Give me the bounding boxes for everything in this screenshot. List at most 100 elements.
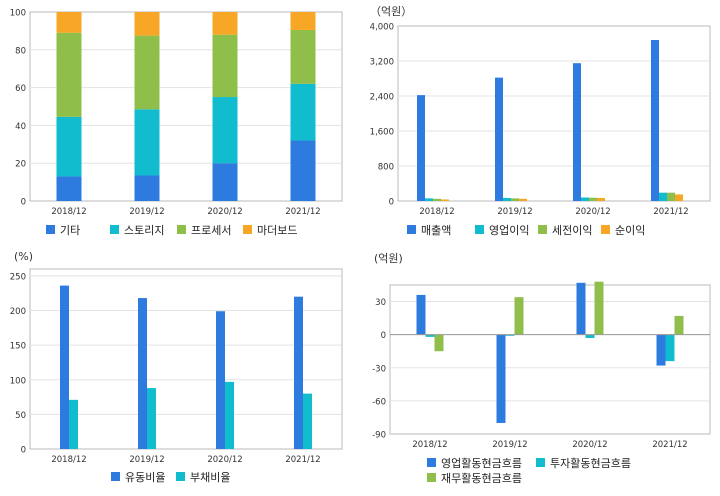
chart1-ytick-label: 80 [15, 46, 26, 56]
chart3-bar [69, 399, 78, 449]
chart1-legend-label: 마더보드 [257, 224, 297, 237]
chart4-ytick-label: 30 [375, 298, 386, 308]
chart2-ytick-label: 4,000 [370, 23, 394, 33]
chart2: 0 800 1,600 2,400 3,200 4,000 2018/12 2019/12 20… [370, 23, 711, 237]
chart4-bar [674, 315, 684, 335]
chart1-xtick-label: 2019/12 [129, 207, 164, 217]
chart4-bar [505, 334, 515, 336]
chart2-bar [597, 197, 605, 201]
chart1-legend-swatch [177, 225, 186, 234]
chart1-bar [134, 35, 160, 110]
chart2-legend-swatch [601, 225, 610, 234]
chart4-bar [594, 281, 604, 335]
chart4-legend-label: 투자활동현금흐름 [550, 456, 631, 470]
chart1-xtick-label: 2021/12 [285, 207, 320, 217]
chart2-legend-swatch [407, 225, 416, 234]
chart2-xtick-label: 2019/12 [497, 207, 532, 217]
chart4-ytick-label: -60 [372, 397, 386, 407]
chart3-legend-swatch [111, 472, 120, 481]
chart1-xtick-label: 2020/12 [207, 207, 242, 217]
chart1-legend-label: 기타 [60, 224, 80, 237]
chart2-bar [495, 77, 503, 201]
chart2-bar [659, 192, 667, 201]
chart4-bar [416, 294, 426, 335]
chart3-ytick-label: 250 [10, 272, 26, 282]
chart4-bar [665, 334, 675, 362]
chart3-bar [294, 296, 303, 449]
chart3-bar [225, 381, 234, 449]
chart2-legend-swatch [538, 225, 547, 234]
chart2-xtick-label: 2021/12 [653, 207, 688, 217]
chart2-bar [667, 192, 675, 201]
chart3-xtick-label: 2021/12 [285, 455, 320, 465]
chart3: 0 50 100 150 200 250 2018/12 2019/12 2020/12 2021… [10, 268, 343, 484]
chart4-bar [496, 334, 506, 423]
chart1: 0 20 40 60 80 100 2018/12 2019/12 2020/12 2021/12… [10, 9, 343, 237]
chart3-ytick-label: 0 [21, 446, 26, 456]
chart2-bar [675, 194, 683, 201]
chart2-legend-label: 매출액 [421, 224, 451, 237]
chart4: -90 -60 -30 0 30 2018/12 2019/12 2020/12 2021/12… [372, 281, 711, 485]
chart3-xtick-label: 2020/12 [207, 455, 242, 465]
chart4-unit-label: (억원) [374, 252, 403, 265]
chart1-bar [290, 12, 316, 30]
chart3-ytick-label: 100 [10, 376, 26, 386]
chart3-bar [147, 388, 156, 449]
chart3-bar [60, 285, 69, 449]
chart1-legend-label: 스토리지 [124, 224, 164, 237]
chart2-ytick-label: 0 [389, 198, 394, 208]
chart2-plot-area [397, 25, 711, 202]
chart1-bar [212, 163, 238, 201]
chart2-legend-label: 영업이익 [489, 224, 529, 237]
chart3-ytick-label: 150 [10, 342, 26, 352]
chart2-bar [441, 199, 449, 201]
chart1-ytick-label: 0 [21, 198, 26, 208]
chart4-xtick-label: 2020/12 [572, 440, 607, 450]
chart3-ytick-label: 50 [15, 411, 26, 421]
chart2-bar [573, 63, 581, 201]
chart1-bar [56, 12, 82, 33]
chart1-bar [290, 83, 316, 141]
chart4-bar [425, 334, 435, 337]
chart1-bar [212, 34, 238, 98]
chart4-ytick-label: 0 [381, 331, 386, 341]
chart2-ytick-label: 3,200 [370, 58, 394, 68]
chart4-bar [656, 334, 666, 366]
chart4-legend-swatch [427, 473, 436, 482]
chart3-legend-label: 부채비율 [190, 471, 230, 484]
chart1-ytick-label: 40 [15, 122, 26, 132]
chart3-bar [216, 311, 225, 449]
chart1-bar [290, 140, 316, 201]
chart4-legend-swatch [427, 458, 436, 467]
chart4-bar [434, 334, 444, 352]
chart1-bar [290, 29, 316, 84]
chart2-bar [433, 198, 441, 201]
chart2-ytick-label: 800 [378, 163, 394, 173]
chart3-xtick-label: 2018/12 [51, 455, 86, 465]
chart1-bar [56, 176, 82, 201]
chart2-xtick-label: 2020/12 [575, 207, 610, 217]
chart1-ytick-label: 60 [15, 84, 26, 94]
chart1-bar [134, 12, 160, 36]
chart2-bar [581, 197, 589, 201]
chart4-bar [514, 297, 524, 335]
chart3-bar [303, 393, 312, 449]
chart4-xtick-label: 2018/12 [412, 440, 447, 450]
chart2-ytick-label: 1,600 [370, 128, 394, 138]
chart4-legend-label: 재무활동현금흐름 [441, 471, 522, 485]
chart2-bar [511, 198, 519, 201]
chart4-legend-label: 영업활동현금흐름 [441, 456, 522, 470]
chart1-bar [212, 12, 238, 35]
chart1-legend-swatch [110, 225, 119, 234]
chart4-bar [576, 282, 586, 335]
chart2-legend-swatch [475, 225, 484, 234]
chart3-legend-label: 유동비율 [125, 471, 165, 484]
chart1-bar [134, 175, 160, 201]
chart1-bar [212, 97, 238, 164]
chart2-bar [503, 197, 511, 201]
chart2-ytick-label: 2,400 [370, 93, 394, 103]
chart2-legend-label: 세전이익 [552, 224, 592, 237]
chart4-ytick-label: -90 [372, 431, 386, 441]
chart1-ytick-label: 100 [10, 9, 26, 19]
